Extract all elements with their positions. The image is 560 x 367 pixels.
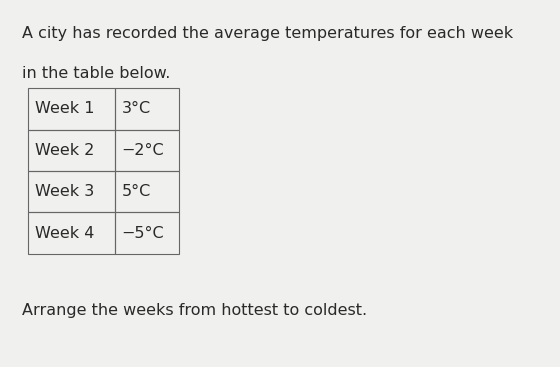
Text: A city has recorded the average temperatures for each week: A city has recorded the average temperat…: [22, 26, 514, 41]
Bar: [28, 171, 115, 212]
Text: −2°C: −2°C: [122, 143, 164, 158]
Bar: [115, 130, 179, 171]
Bar: [28, 212, 115, 254]
Text: 3°C: 3°C: [122, 101, 151, 116]
Bar: [115, 212, 179, 254]
Bar: [115, 88, 179, 130]
Text: Week 2: Week 2: [35, 143, 94, 158]
Bar: [28, 88, 115, 130]
Text: in the table below.: in the table below.: [22, 66, 171, 81]
Text: Week 3: Week 3: [35, 184, 94, 199]
Text: 5°C: 5°C: [122, 184, 151, 199]
Text: Arrange the weeks from hottest to coldest.: Arrange the weeks from hottest to coldes…: [22, 303, 367, 318]
Text: Week 4: Week 4: [35, 226, 94, 241]
Bar: [115, 171, 179, 212]
Text: Week 1: Week 1: [35, 101, 94, 116]
Text: −5°C: −5°C: [122, 226, 164, 241]
Bar: [28, 130, 115, 171]
